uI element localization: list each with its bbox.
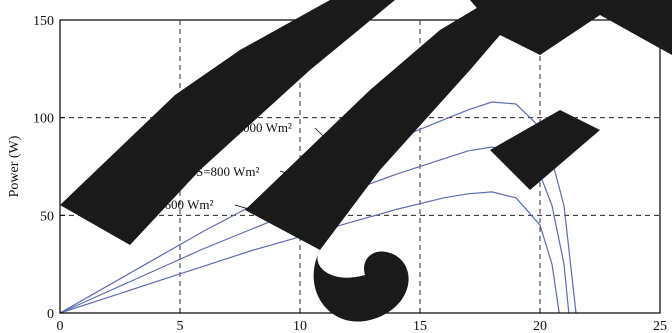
x-axis-ticks: 0 5 10 15 20 25 <box>57 308 667 333</box>
watermark-letter-j <box>245 0 530 322</box>
x-tick-label: 5 <box>177 319 184 333</box>
y-tick-label: 150 <box>33 14 54 29</box>
watermark-letter-e <box>470 0 672 190</box>
annotation-label: S=800 Wm² <box>196 164 259 179</box>
y-tick-label: 50 <box>40 209 54 224</box>
y-axis-ticks: 0 50 100 150 <box>33 14 65 322</box>
x-tick-label: 0 <box>57 319 64 333</box>
series-line-3 <box>59 191 560 314</box>
x-tick-label: 15 <box>413 319 427 333</box>
watermark-letter-i <box>60 0 395 245</box>
x-tick-label: 20 <box>533 319 547 333</box>
watermark-logo <box>60 0 672 322</box>
y-tick-label: 100 <box>33 112 54 127</box>
x-tick-label: 10 <box>293 319 307 333</box>
x-tick-label: 25 <box>653 319 667 333</box>
series-line-2 <box>59 146 570 314</box>
y-axis-label: Power (W) <box>7 135 22 197</box>
y-tick-label: 0 <box>47 307 54 322</box>
